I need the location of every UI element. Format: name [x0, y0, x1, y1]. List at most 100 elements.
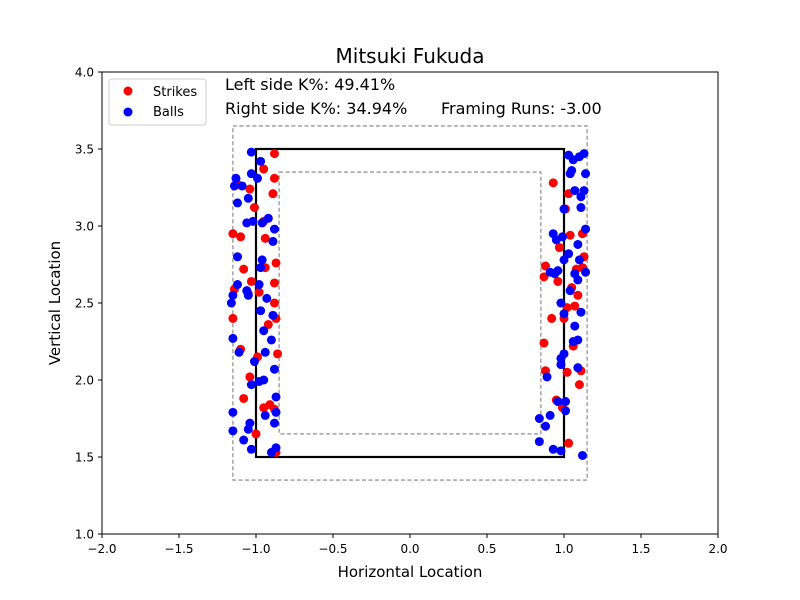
point-balls	[263, 213, 273, 223]
point-balls	[233, 280, 243, 290]
point-balls	[574, 255, 584, 265]
point-strikes	[236, 232, 246, 242]
point-balls	[534, 437, 544, 447]
point-strikes	[574, 380, 584, 390]
point-balls	[269, 224, 279, 234]
point-balls	[246, 380, 256, 390]
point-balls	[254, 280, 264, 290]
point-balls	[556, 360, 566, 370]
point-balls	[243, 290, 253, 300]
point-balls	[556, 298, 566, 308]
y-tick-label: 1.5	[75, 451, 94, 465]
point-strikes	[271, 258, 281, 268]
y-tick-label: 3.0	[75, 220, 94, 234]
point-balls	[541, 421, 551, 431]
point-balls	[228, 290, 238, 300]
x-tick-label: −1.0	[241, 542, 270, 556]
point-balls	[565, 169, 575, 179]
point-strikes	[239, 264, 249, 274]
point-strikes	[553, 276, 563, 286]
point-balls	[564, 249, 574, 259]
x-tick-label: 2.0	[708, 542, 727, 556]
point-balls	[581, 224, 591, 234]
point-balls	[559, 349, 569, 359]
point-strikes	[541, 261, 551, 271]
right-k-annotation: Right side K%: 34.94%	[225, 99, 407, 118]
legend: Strikes Balls	[108, 78, 207, 126]
point-strikes	[246, 276, 256, 286]
point-balls	[559, 204, 569, 214]
point-balls	[550, 269, 560, 279]
point-balls	[561, 406, 571, 416]
point-balls	[568, 155, 578, 165]
point-balls	[257, 218, 267, 228]
framing-runs-annotation: Framing Runs: -3.00	[441, 99, 602, 118]
point-balls	[565, 286, 575, 296]
legend-marker-strikes	[123, 86, 133, 96]
point-balls	[246, 147, 256, 157]
point-balls	[576, 307, 586, 317]
point-balls	[576, 203, 586, 213]
point-strikes	[239, 393, 249, 403]
point-balls	[577, 450, 587, 460]
point-balls	[570, 321, 580, 331]
point-strikes	[254, 287, 264, 297]
point-strikes	[273, 349, 283, 359]
legend-marker-balls	[123, 107, 133, 117]
point-balls	[253, 173, 263, 183]
point-strikes	[539, 272, 549, 282]
point-strikes	[539, 338, 549, 348]
x-axis-ticks: −2.0 −1.5 −1.0 −0.5 0.0 0.5 1.0 1.5 2.0	[87, 534, 728, 556]
legend-label-strikes: Strikes	[153, 85, 197, 100]
point-strikes	[573, 290, 583, 300]
x-tick-label: 0.0	[400, 542, 419, 556]
point-balls	[256, 306, 266, 316]
point-balls	[581, 169, 591, 179]
point-balls	[266, 447, 276, 457]
point-balls	[534, 414, 544, 423]
point-balls	[576, 192, 586, 202]
point-balls	[231, 173, 241, 183]
point-balls	[260, 410, 270, 420]
point-balls	[266, 335, 276, 345]
point-balls	[233, 252, 243, 262]
point-balls	[237, 181, 247, 191]
point-strikes	[548, 178, 558, 188]
y-tick-label: 3.5	[75, 143, 94, 157]
point-balls	[249, 357, 259, 367]
point-strikes	[268, 189, 278, 199]
x-tick-label: −2.0	[87, 542, 116, 556]
point-balls	[561, 397, 571, 407]
point-strikes	[259, 164, 269, 174]
point-balls	[570, 186, 580, 196]
y-tick-label: 2.0	[75, 374, 94, 388]
point-balls	[256, 156, 266, 166]
point-strikes	[562, 367, 572, 377]
legend-box	[108, 78, 207, 126]
point-balls	[262, 293, 272, 303]
point-balls	[259, 375, 269, 385]
point-balls	[271, 392, 281, 402]
point-strikes	[554, 243, 564, 253]
point-strikes	[259, 403, 269, 413]
y-tick-label: 1.0	[75, 528, 94, 542]
point-strikes	[263, 320, 273, 330]
point-balls	[268, 310, 278, 320]
points-layer	[226, 147, 591, 460]
point-strikes	[228, 313, 238, 323]
outer-zone-rect	[232, 125, 588, 481]
point-strikes	[565, 230, 575, 240]
point-balls	[269, 364, 279, 374]
point-balls	[269, 418, 279, 428]
point-balls	[573, 363, 583, 373]
chart-title: Mitsuki Fukuda	[336, 44, 485, 68]
point-strikes	[547, 313, 557, 323]
y-axis-ticks: 1.0 1.5 2.0 2.5 3.0 3.5 4.0	[75, 66, 102, 542]
point-strikes	[228, 229, 238, 239]
point-balls	[260, 347, 270, 357]
left-k-annotation: Left side K%: 49.41%	[225, 75, 395, 94]
point-balls	[271, 407, 281, 417]
point-balls	[553, 397, 563, 407]
legend-label-balls: Balls	[153, 105, 184, 120]
point-balls	[248, 216, 258, 226]
